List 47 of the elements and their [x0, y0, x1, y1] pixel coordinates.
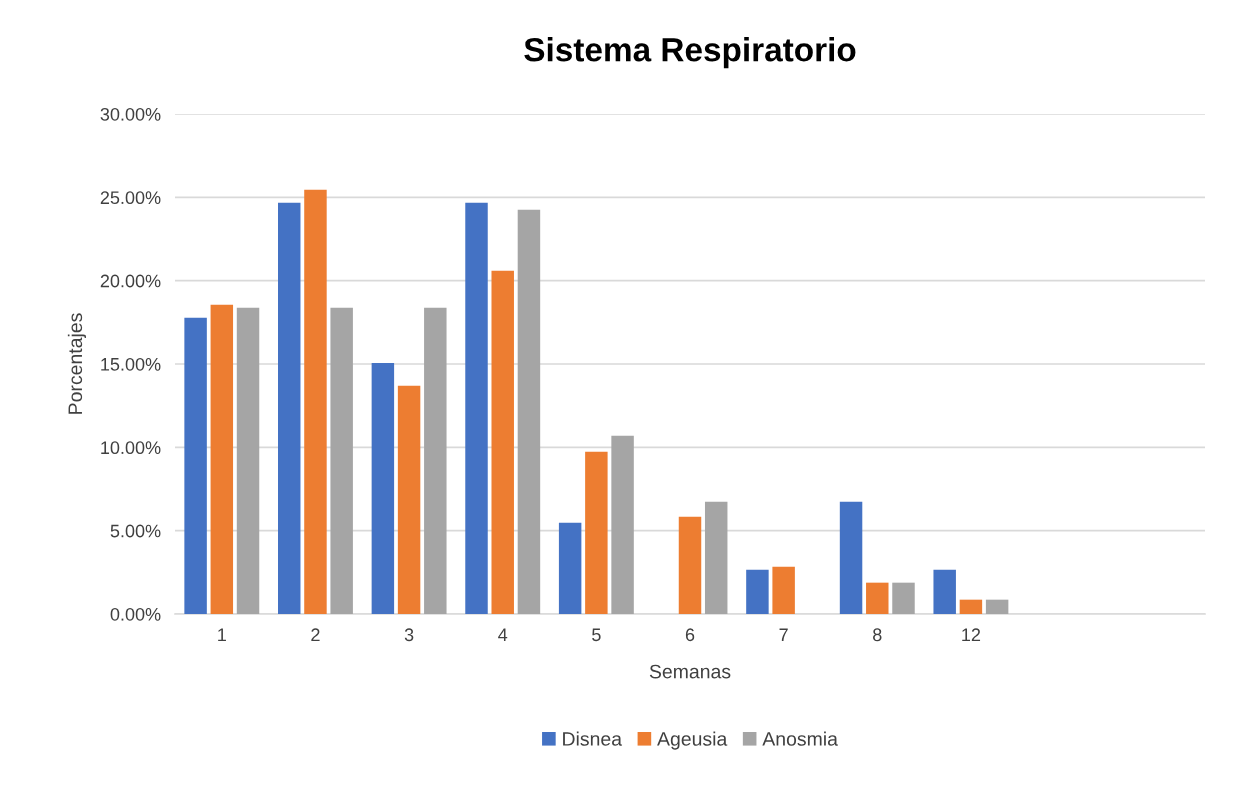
- bar: [210, 304, 234, 614]
- bar: [746, 569, 769, 614]
- bar: [892, 582, 915, 614]
- x-tick-label: 8: [873, 628, 882, 642]
- legend-label: Disnea: [563, 731, 623, 746]
- x-tick-label: 5: [592, 628, 601, 642]
- bar: [330, 307, 353, 614]
- bar: [236, 307, 260, 614]
- x-tick-label: 2: [311, 628, 320, 641]
- legend-label: Anosmia: [762, 731, 838, 746]
- x-tick-label: 12: [962, 628, 981, 641]
- bar: [465, 202, 488, 614]
- bar: [397, 385, 421, 614]
- bar: [278, 202, 301, 614]
- bar: [839, 501, 863, 614]
- y-tick-label: 0.00%: [110, 607, 161, 621]
- x-tick-label: 4: [498, 628, 508, 641]
- legend-label: Ageusia: [657, 731, 728, 750]
- bar: [558, 522, 582, 614]
- bar: [704, 501, 728, 614]
- x-tick-label: 3: [404, 628, 414, 642]
- y-tick-label: 20.00%: [100, 274, 161, 288]
- bar: [866, 582, 889, 614]
- bar: [959, 599, 983, 614]
- y-tick-label: 25.00%: [100, 191, 161, 205]
- bar: [585, 451, 608, 614]
- bar: [772, 566, 795, 614]
- y-tick-label: 30.00%: [100, 107, 161, 121]
- bar: [424, 307, 447, 614]
- bar: [371, 363, 395, 614]
- x-tick-label: 1: [218, 628, 226, 641]
- chart-title: Sistema Respiratorio: [524, 37, 856, 69]
- bar: [184, 317, 207, 614]
- x-tick-label: 7: [779, 628, 788, 641]
- bar: [985, 599, 1009, 614]
- bar: [933, 569, 956, 614]
- y-tick-label: 10.00%: [101, 441, 161, 455]
- bar: [304, 189, 327, 614]
- y-axis-title: Porcentajes: [67, 313, 86, 414]
- bar: [611, 435, 634, 614]
- y-tick-label: 5.00%: [110, 524, 161, 538]
- bar: [491, 270, 514, 614]
- x-tick-label: 6: [685, 628, 695, 642]
- x-axis-title: Semanas: [649, 664, 731, 679]
- bar: [517, 209, 541, 614]
- bar: [678, 516, 702, 614]
- y-tick-label: 15.00%: [101, 357, 161, 371]
